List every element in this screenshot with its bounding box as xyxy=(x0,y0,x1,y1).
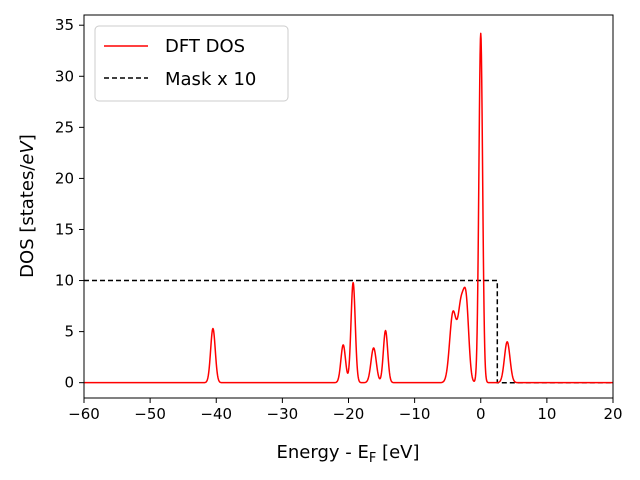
legend-box xyxy=(94,25,289,102)
x-tick-label: −40 xyxy=(200,405,232,423)
y-tick-label: 30 xyxy=(55,67,74,85)
x-axis-label: Energy - EF [eV] xyxy=(277,442,420,466)
series-layer xyxy=(83,32,614,384)
x-axis-label-subscript: F xyxy=(369,451,376,466)
y-tick-label: 5 xyxy=(64,323,74,341)
legend-label-mask: Mask x 10 xyxy=(165,69,256,90)
y-axis-ticks: 0 5 10 15 20 25 30 35 xyxy=(55,16,84,392)
y-tick-label: 15 xyxy=(55,220,74,238)
x-tick-label: 10 xyxy=(537,405,556,423)
x-tick-label: −10 xyxy=(399,405,431,423)
x-axis-label-tail: [eV] xyxy=(376,442,419,463)
x-axis-ticks: −60 −50 −40 −30 −20 −10 0 10 20 xyxy=(68,398,623,423)
series-line-mask xyxy=(84,279,613,384)
y-axis-label-italic: eV xyxy=(17,140,38,165)
x-axis-label-main: Energy - E xyxy=(277,442,369,463)
y-tick-label: 10 xyxy=(55,272,74,290)
x-tick-label: 20 xyxy=(603,405,622,423)
y-axis-label: DOS [states/eV] xyxy=(17,134,38,278)
legend-label-dft-dos: DFT DOS xyxy=(165,36,245,57)
x-tick-label: 0 xyxy=(476,405,486,423)
y-tick-label: 20 xyxy=(55,169,74,187)
x-tick-label: −20 xyxy=(333,405,365,423)
y-tick-label: 0 xyxy=(64,374,74,392)
y-tick-label: 35 xyxy=(55,16,74,34)
legend: DFT DOS Mask x 10 xyxy=(94,25,289,102)
x-tick-label: −60 xyxy=(68,405,100,423)
y-axis-label-tail: ] xyxy=(17,134,38,141)
y-tick-label: 25 xyxy=(55,118,74,136)
series-line-dft-dos xyxy=(83,32,614,384)
x-tick-label: −50 xyxy=(134,405,166,423)
x-tick-label: −30 xyxy=(267,405,299,423)
y-axis-label-main: DOS [states/ xyxy=(17,164,38,278)
